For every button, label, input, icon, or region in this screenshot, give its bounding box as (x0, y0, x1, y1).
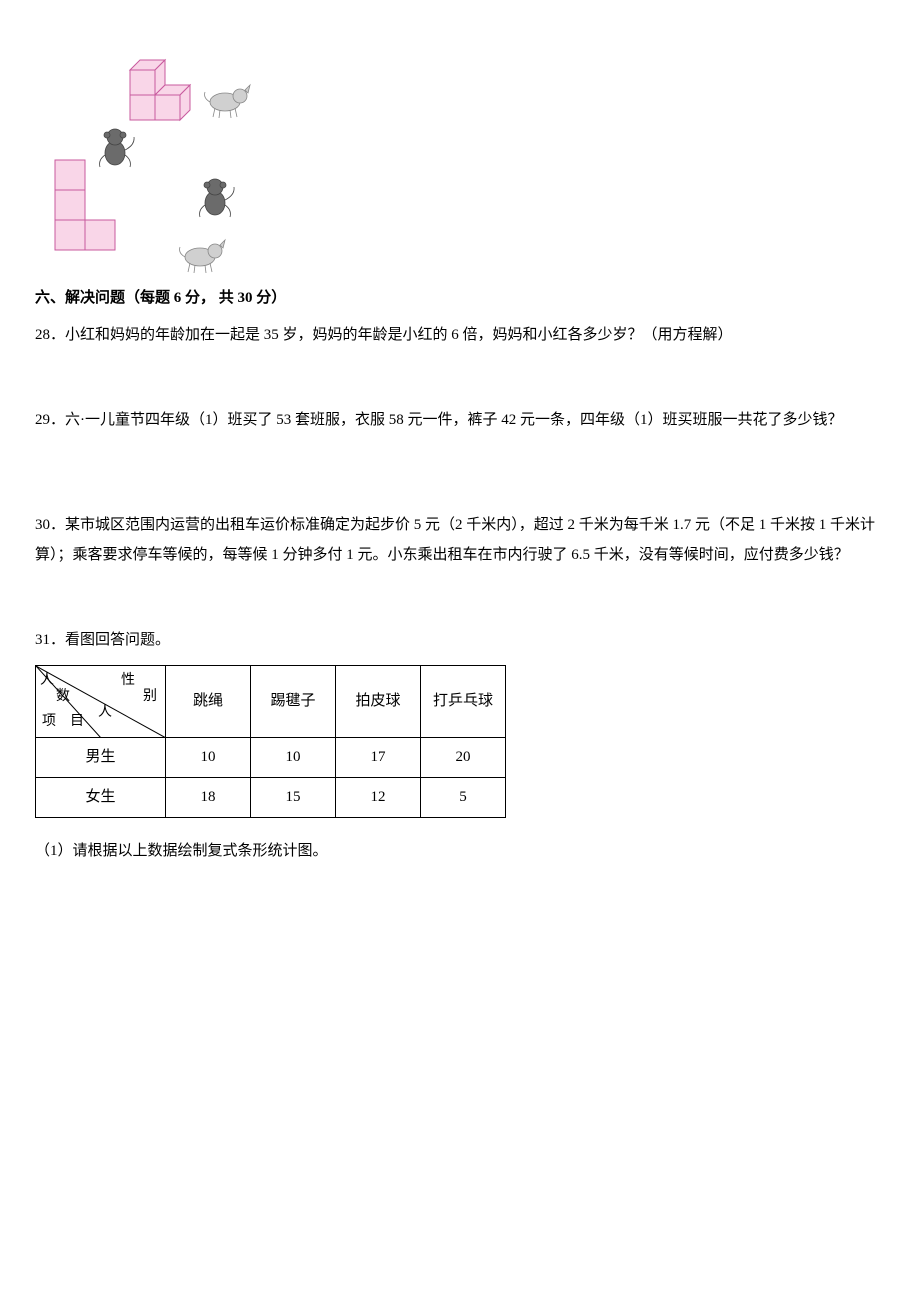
table-header: 拍皮球 (336, 666, 421, 738)
question-30-text: 30．某市城区范围内运营的出租车运价标准确定为起步价 5 元（2 千米内），超过… (35, 510, 885, 570)
table-header: 踢毽子 (251, 666, 336, 738)
data-table: 人 性 数 别 人 项 目 跳绳 踢毽子 拍皮球 打乒乓球 男生 10 10 1… (35, 665, 506, 818)
illustration-area (35, 40, 885, 270)
table-cell: 18 (166, 778, 251, 818)
table-header: 打乒乓球 (421, 666, 506, 738)
diag-count: 数 (56, 684, 70, 709)
question-30: 30．某市城区范围内运营的出租车运价标准确定为起步价 5 元（2 千米内），超过… (35, 510, 885, 570)
question-28: 28．小红和妈妈的年龄加在一起是 35 岁，妈妈的年龄是小红的 6 倍，妈妈和小… (35, 320, 885, 350)
table-row: 人 性 数 别 人 项 目 跳绳 踢毽子 拍皮球 打乒乓球 (36, 666, 506, 738)
question-31-sub1: （1）请根据以上数据绘制复式条形统计图。 (35, 838, 885, 865)
diag-bie: 别 (143, 684, 157, 709)
dog-icon-2 (175, 235, 230, 285)
table-cell: 17 (336, 738, 421, 778)
table-cell: 15 (251, 778, 336, 818)
row-label: 男生 (36, 738, 166, 778)
table-row: 女生 18 15 12 5 (36, 778, 506, 818)
diagonal-header-cell: 人 性 数 别 人 项 目 (36, 666, 166, 738)
question-31-intro: 31．看图回答问题。 (35, 625, 885, 655)
table-header: 跳绳 (166, 666, 251, 738)
question-31: 31．看图回答问题。 人 性 数 别 人 项 目 跳绳 踢毽子 拍皮球 打乒乓球… (35, 625, 885, 865)
question-28-text: 28．小红和妈妈的年龄加在一起是 35 岁，妈妈的年龄是小红的 6 倍，妈妈和小… (35, 320, 885, 350)
monkey-icon-1 (90, 125, 140, 185)
table-cell: 10 (251, 738, 336, 778)
dog-icon-1 (200, 80, 255, 130)
diag-person: 人 (98, 700, 112, 725)
table-cell: 20 (421, 738, 506, 778)
table-cell: 10 (166, 738, 251, 778)
monkey-icon-2 (190, 175, 240, 235)
diag-gender: 性 (121, 668, 135, 693)
section-6-title: 六、解决问题（每题 6 分， 共 30 分） (35, 285, 885, 312)
diag-project: 项 目 (42, 709, 84, 734)
table-row: 男生 10 10 17 20 (36, 738, 506, 778)
row-label: 女生 (36, 778, 166, 818)
question-29-text: 29．六·一儿童节四年级（1）班买了 53 套班服，衣服 58 元一件，裤子 4… (35, 405, 885, 435)
table-cell: 5 (421, 778, 506, 818)
question-29: 29．六·一儿童节四年级（1）班买了 53 套班服，衣服 58 元一件，裤子 4… (35, 405, 885, 435)
table-cell: 12 (336, 778, 421, 818)
